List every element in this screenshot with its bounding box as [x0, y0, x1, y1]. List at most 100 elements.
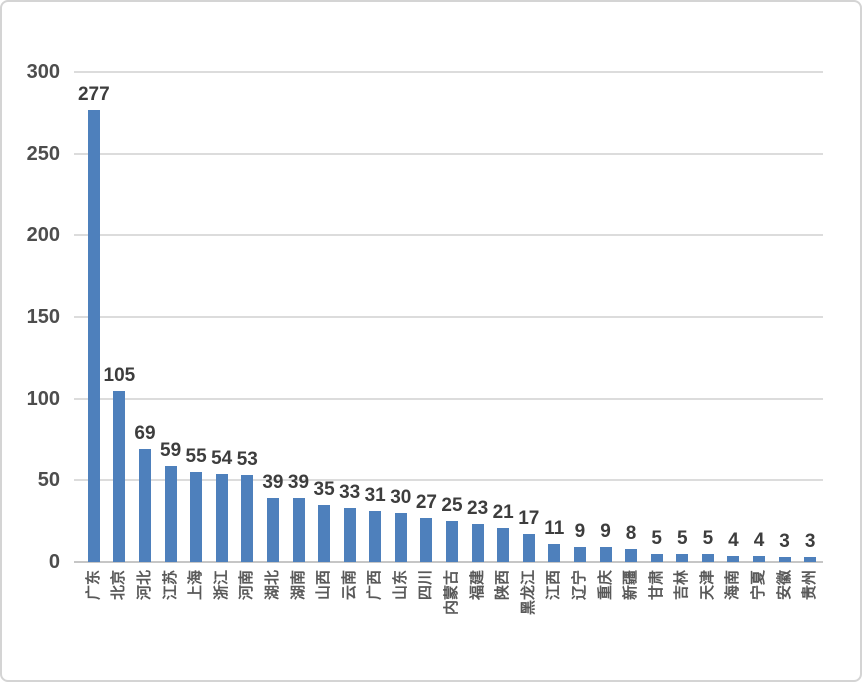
bar-value-label: 30: [390, 487, 412, 508]
bar: [727, 555, 740, 562]
gridline: [74, 152, 823, 155]
x-category-label: 湖北: [263, 570, 281, 601]
bar-value-label: 17: [518, 508, 540, 530]
bar-value-label: 105: [103, 364, 136, 386]
bar-value-label: 27: [415, 491, 437, 513]
x-category-label: 天津: [698, 570, 716, 601]
bar: [87, 109, 100, 562]
bar-value-label: 35: [313, 478, 335, 500]
bar-value-label: 3: [779, 531, 790, 553]
x-category-label: 江西: [545, 570, 563, 601]
bar: [113, 390, 126, 562]
bar-value-label: 4: [753, 529, 765, 551]
y-tick-label: 250: [26, 142, 60, 165]
bar-value-label: 277: [77, 83, 110, 105]
x-category-label: 浙江: [212, 570, 230, 601]
x-category-label: 宁夏: [750, 570, 767, 601]
bar-value-label: 23: [467, 498, 489, 520]
bar: [266, 498, 279, 562]
bar-value-label: 5: [651, 527, 662, 549]
bar: [804, 557, 817, 562]
bar: [292, 498, 305, 562]
bar: [190, 472, 203, 562]
gridline: [74, 397, 823, 400]
x-category-label: 江苏: [161, 570, 179, 601]
bar: [471, 524, 484, 562]
x-category-label: 四川: [417, 570, 435, 601]
y-tick-label: 0: [48, 551, 60, 573]
bar-value-label: 59: [160, 439, 182, 461]
bar: [139, 449, 151, 562]
x-category-label: 贵州: [801, 570, 819, 601]
x-category-label: 河南: [238, 570, 256, 601]
gridline: [74, 316, 823, 318]
x-category-label: 安徽: [775, 570, 793, 601]
bar: [164, 465, 177, 562]
bar: [650, 553, 663, 562]
x-category-label: 辽宁: [570, 570, 588, 601]
bar: [753, 555, 765, 562]
y-tick-label: 50: [37, 469, 60, 492]
bar: [522, 534, 535, 562]
bar: [497, 527, 510, 562]
bar: [676, 553, 689, 562]
bar: [241, 475, 254, 562]
bar: [446, 521, 458, 562]
bar: [701, 553, 714, 562]
y-tick-label: 300: [26, 61, 60, 83]
x-category-label: 广西: [366, 570, 384, 601]
y-tick-label: 150: [26, 306, 60, 328]
bar: [369, 511, 382, 562]
x-category-label: 山西: [315, 570, 333, 601]
x-category-label: 上海: [187, 570, 205, 601]
x-category-label: 河北: [136, 570, 153, 601]
x-category-label: 湖南: [289, 570, 307, 601]
bar-value-label: 33: [339, 482, 361, 504]
x-category-label: 陕西: [494, 570, 512, 601]
bar: [573, 547, 586, 562]
gridline: [74, 479, 823, 482]
bar-value-label: 25: [441, 495, 463, 517]
bar-value-label: 55: [185, 446, 207, 468]
bar: [394, 513, 407, 562]
bar-value-label: 9: [574, 521, 586, 543]
bar-value-label: 5: [702, 527, 714, 549]
x-category-label: 重庆: [596, 570, 614, 601]
y-tick-label: 200: [26, 224, 60, 247]
x-category-label: 云南: [340, 570, 358, 601]
bar-value-label: 53: [236, 449, 258, 471]
x-category-label: 广东: [84, 570, 102, 601]
bar-value-label: 8: [625, 522, 637, 544]
x-category-label: 吉林: [673, 570, 691, 601]
bar-value-label: 9: [600, 521, 611, 543]
bar: [343, 508, 356, 562]
bar-value-label: 3: [804, 531, 816, 553]
bar: [625, 548, 638, 562]
x-category-label: 新疆: [622, 570, 640, 601]
x-axis-line: [74, 561, 823, 563]
gridline: [74, 71, 823, 73]
bar-value-label: 39: [262, 472, 284, 494]
bar-value-label: 5: [677, 527, 688, 549]
x-category-label: 甘肃: [647, 570, 665, 601]
bar: [548, 544, 561, 562]
x-category-label: 山东: [391, 570, 409, 601]
y-tick-label: 100: [26, 387, 60, 410]
bar-value-label: 69: [134, 423, 156, 445]
bar: [599, 547, 612, 562]
bar-value-label: 4: [728, 529, 739, 551]
bar-value-label: 11: [544, 518, 565, 539]
x-category-label: 内蒙古: [443, 570, 460, 616]
gridline: [74, 234, 823, 237]
bar-value-label: 54: [211, 447, 233, 469]
bar-chart: 0 50 100 150 200 250 300 277 广东 105 北京 69 河北 59 江苏 55 上海…: [2, 2, 860, 680]
x-category-label: 福建: [468, 570, 486, 601]
x-category-label: 北京: [110, 570, 128, 601]
bar: [420, 517, 433, 562]
bar: [318, 504, 331, 562]
bar-value-label: 39: [287, 472, 310, 494]
bar-value-label: 31: [364, 485, 386, 507]
x-category-label: 海南: [724, 570, 742, 601]
bar-value-label: 21: [492, 501, 514, 523]
